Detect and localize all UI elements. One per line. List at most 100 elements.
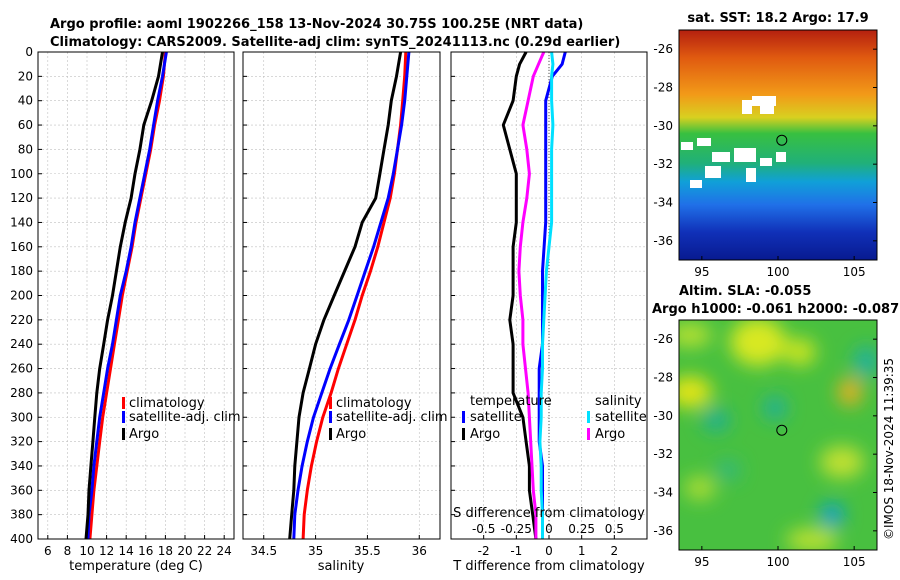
x-tick-label: 1 [578, 544, 586, 558]
x-tick-label: 10 [79, 544, 94, 558]
map-y-tick-label: -32 [653, 447, 673, 461]
map-y-tick-label: -36 [653, 234, 673, 248]
sst-map-title: sat. SST: 18.2 Argo: 17.9 [687, 11, 868, 26]
depth-tick-label: 100 [10, 167, 33, 181]
sla-blob [716, 460, 740, 480]
map-y-tick-label: -28 [653, 371, 673, 385]
depth-tick-label: 180 [10, 264, 33, 278]
temperature-tick-labels: 6 8 10 12 14 16 18 20 22 24 [44, 535, 232, 558]
t-difference-legend: temperature satellite Argo [462, 394, 552, 442]
x-tick-label: 35 [308, 544, 323, 558]
depth-tick-label: 200 [10, 289, 33, 303]
mask-patch [697, 138, 711, 146]
x-tick-label: -2 [478, 544, 490, 558]
salinity-panel: 34.5 35 35.5 36 salinity climatology satell… [242, 51, 448, 574]
map-x-tick-label: 95 [694, 555, 709, 569]
sla-blob [679, 376, 712, 408]
depth-tick-labels: 0 20 40 60 80 100 120 140 160 180 200 220 240 260 280 3… [10, 45, 33, 546]
sla-map-title-line2: Argo h1000: -0.061 h2000: -0.087 [652, 302, 899, 317]
legend-satellite-swatch [329, 411, 332, 423]
legend-t-argo-swatch [462, 428, 465, 440]
sla-blob [730, 320, 786, 366]
x-tick-label: 8 [64, 544, 72, 558]
depth-tick-label: 60 [18, 118, 33, 132]
mask-patch [776, 152, 786, 162]
x-tick-label: 22 [197, 544, 212, 558]
depth-tick-label: 80 [18, 142, 33, 156]
legend-t-satellite-swatch [462, 411, 465, 423]
temperature-panel: 0 20 40 60 80 100 120 140 160 180 200 220 240 260 280 3… [10, 45, 241, 574]
difference-panel: -2 -1 0 1 2 -0.5 -0.25 0 0.25 0.5 S difference f… [450, 51, 648, 574]
map-x-tick-label: 105 [843, 265, 866, 279]
sla-blob [684, 476, 716, 500]
sla-blob [702, 408, 730, 432]
depth-tick-label: 360 [10, 483, 33, 497]
map-y-tick-label: -28 [653, 81, 673, 95]
legend-t-argo-label: Argo [470, 427, 500, 442]
salinity-legend: climatology satellite-adj. clim Argo [329, 396, 448, 442]
map-y-tick-label: -32 [653, 157, 673, 171]
depth-tick-label: 300 [10, 410, 33, 424]
sla-blob [854, 346, 877, 378]
legend-climatology-label: climatology [336, 396, 412, 411]
x-tick-label: -1 [510, 544, 522, 558]
sla-blob [820, 446, 864, 478]
legend-salinity-title: salinity [595, 394, 642, 409]
legend-s-argo-label: Argo [595, 427, 625, 442]
x-tick-label: 14 [119, 544, 134, 558]
sla-map-panel: Altim. SLA: -0.055 Argo h1000: -0.061 h2… [652, 284, 899, 569]
x-tick-label: 20 [177, 544, 192, 558]
map-y-tick-label: -36 [653, 524, 673, 538]
legend-s-argo-swatch [587, 428, 590, 440]
s-difference-tick-label: -0.5 [472, 522, 495, 536]
sla-blob [838, 378, 862, 406]
x-tick-label: 12 [99, 544, 114, 558]
difference-lines [501, 51, 567, 540]
legend-satellite-label: satellite-adj. clim [129, 410, 241, 425]
legend-s-satellite-swatch [587, 411, 590, 423]
depth-tick-label: 380 [10, 508, 33, 522]
sla-anomalies [679, 320, 877, 550]
mask-patch [760, 158, 772, 166]
salinity-axes-frame [242, 51, 441, 540]
depth-tick-label: 40 [18, 94, 33, 108]
map-y-tick-label: -26 [653, 332, 673, 346]
mask-patch [746, 168, 756, 182]
legend-climatology-swatch [122, 397, 125, 409]
sla-blob [786, 528, 838, 550]
mask-patch [690, 180, 702, 188]
salinity-lines [288, 51, 411, 540]
map-x-tick-label: 100 [767, 265, 790, 279]
salinity-tick-labels: 34.5 35 35.5 36 [250, 535, 427, 558]
temperature-grid [38, 51, 234, 540]
x-tick-label: 24 [217, 544, 232, 558]
depth-tick-label: 140 [10, 215, 33, 229]
x-tick-label: 36 [412, 544, 427, 558]
sla-blob [784, 338, 816, 366]
sst-land-mask [681, 96, 786, 188]
mask-patch [705, 166, 721, 178]
depth-tick-label: 400 [10, 532, 33, 546]
s-difference-tick-labels: -0.5 -0.25 0 0.25 0.5 [472, 522, 624, 536]
legend-satellite-swatch [122, 411, 125, 423]
sst-map-tick-labels: 95 100 105 -26 -28 -30 -32 -34 -36 [653, 42, 877, 279]
mask-patch [734, 148, 756, 162]
series-line-s-argo [517, 51, 546, 539]
mask-patch [712, 152, 730, 162]
series-line-argo [288, 51, 403, 540]
depth-tick-label: 240 [10, 337, 33, 351]
mask-patch [752, 96, 776, 106]
x-tick-label: 6 [44, 544, 52, 558]
t-difference-xlabel: T difference from climatology [452, 559, 645, 574]
figure-title-line2: Climatology: CARS2009. Satellite-adj cli… [50, 35, 620, 50]
x-tick-label: 18 [158, 544, 173, 558]
series-line-s-satellite [538, 51, 555, 539]
map-x-tick-label: 95 [694, 265, 709, 279]
temperature-axes-frame [37, 51, 235, 540]
depth-tick-label: 280 [10, 386, 33, 400]
s-difference-axis-label: S difference from climatology [453, 506, 645, 521]
sla-blob [763, 396, 787, 420]
mask-patch [681, 142, 693, 150]
map-y-tick-label: -34 [653, 196, 673, 210]
x-tick-label: 35.5 [354, 544, 381, 558]
